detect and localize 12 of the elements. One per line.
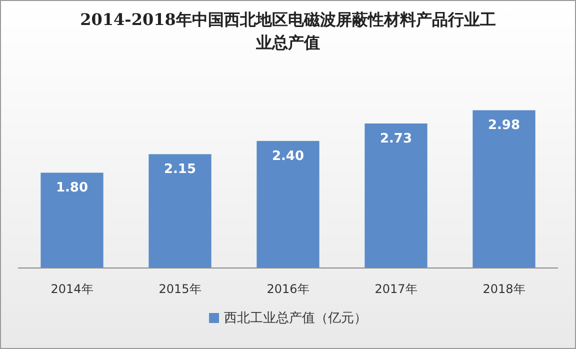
chart-title: 2014-2018年中国西北地区电磁波屏蔽性材料产品行业工业总产值	[79, 9, 497, 54]
data-label: 1.80	[56, 180, 88, 196]
data-label: 2.15	[164, 162, 196, 178]
data-label: 2.40	[272, 148, 304, 164]
x-tick-label: 2016年	[266, 282, 310, 296]
legend-label: 西北工业总产值（亿元）	[224, 311, 367, 326]
data-label: 2.73	[380, 131, 412, 146]
x-tick-label: 2017年	[374, 282, 418, 296]
x-tick-label: 2018年	[482, 282, 526, 296]
x-tick-label: 2014年	[50, 282, 94, 296]
x-tick-label: 2015年	[158, 282, 202, 296]
data-label: 2.98	[488, 118, 520, 134]
